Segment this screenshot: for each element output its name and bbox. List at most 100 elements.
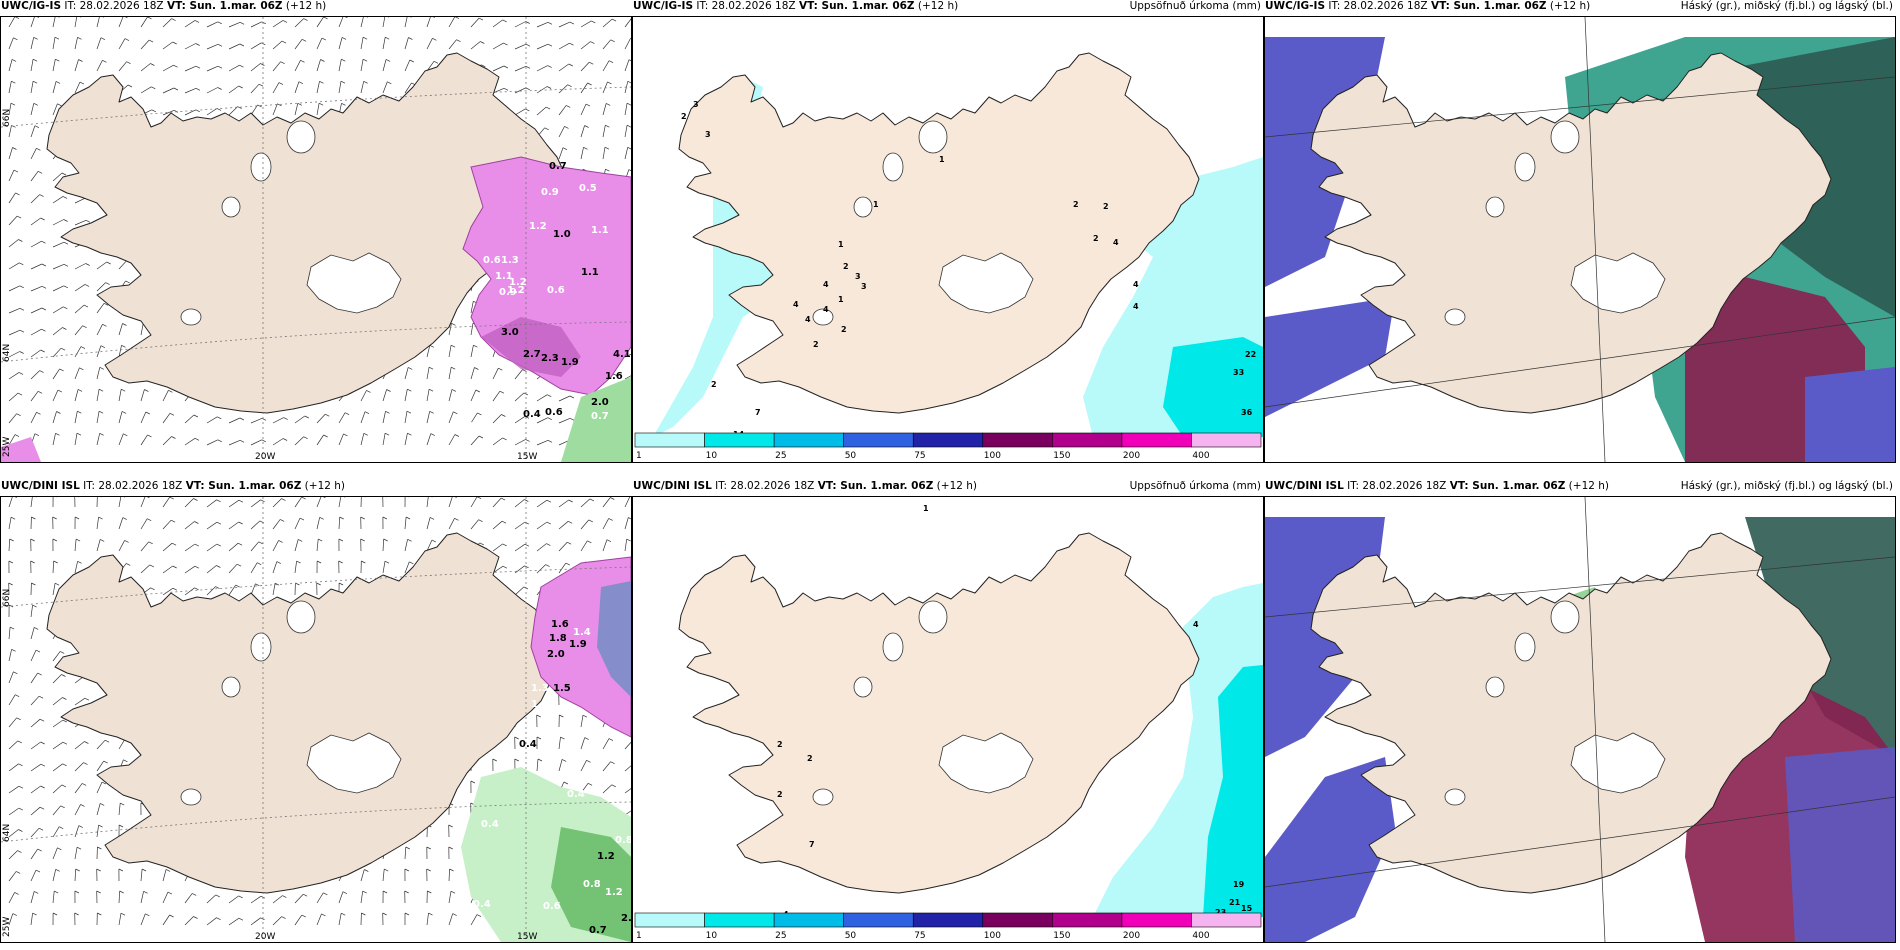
wind-barb-flag (149, 564, 154, 568)
wind-barb (470, 435, 480, 446)
precip-amount-label: 2 (807, 754, 813, 763)
colorbar-tick-label: 25 (775, 931, 786, 941)
wind-barb (228, 85, 239, 94)
wind-barb (514, 565, 525, 574)
wind-barb-flag (301, 914, 306, 918)
wind-barb-flag (569, 42, 574, 46)
wind-barb (338, 891, 344, 904)
wind-barb-flag (75, 868, 80, 872)
wind-barb-flag (96, 868, 101, 872)
freezing-level-label: 1.6 (551, 619, 569, 630)
wind-barb-flag (610, 497, 615, 500)
glacier-outline (1514, 152, 1536, 182)
wind-barb-flag (408, 367, 413, 370)
freezing-level-label: 0.7 (589, 925, 607, 936)
wind-barb-flag (193, 916, 198, 919)
wind-barb (404, 82, 412, 94)
wind-barb-flag (522, 369, 527, 372)
colorbar-swatch (1191, 912, 1262, 928)
wind-barb-flag (76, 846, 82, 850)
precip-amount-label: 2 (711, 380, 717, 389)
wind-barb (382, 37, 386, 50)
wind-barb-flag (30, 538, 35, 542)
glacier-outline (938, 732, 1034, 794)
wind-barb-flag (14, 434, 20, 437)
iceland-outline (678, 532, 1200, 894)
wind-barb-flag (171, 542, 177, 546)
wind-barb-flag (536, 714, 541, 718)
wind-barb (118, 61, 127, 72)
wind-barb-flag (608, 738, 614, 741)
wind-barb-flag (84, 741, 89, 744)
wind-barb-flag (498, 367, 503, 371)
freezing-level-label: 0.8 (583, 879, 601, 890)
lat-line (1265, 76, 1895, 138)
wind-barb (8, 103, 12, 116)
wind-barb-flag (606, 539, 612, 543)
wind-barb-flag (606, 103, 611, 106)
wind-barb (184, 587, 195, 596)
wind-barb (184, 893, 193, 904)
wind-barb (118, 38, 126, 50)
wind-barb (448, 323, 452, 336)
wind-barb-flag (298, 81, 304, 85)
lead-time: (+12 h) (1549, 0, 1591, 12)
low-cloud-area-se (1785, 747, 1895, 942)
precip-colorbar: 1 10 25 50 75 100 150 200 400 (634, 912, 1262, 941)
precip-amount-label: 2 (813, 340, 819, 349)
wind-barb-flag (122, 517, 127, 520)
precip-panel-dini: UWC/DINI ISL IT: 28.02.2026 18Z VT: Sun.… (632, 480, 1264, 943)
wind-barb-flag (238, 521, 243, 525)
freezing-level-label: 0.7 (591, 411, 609, 422)
wind-barb (228, 499, 240, 508)
wind-barb-flag (473, 344, 478, 348)
wind-barb (580, 498, 591, 508)
wind-barb-flag (217, 87, 222, 90)
wind-barb-flag (121, 344, 126, 348)
wind-barb (470, 519, 479, 530)
wind-barb (382, 869, 385, 882)
wind-barb-flag (384, 868, 389, 872)
wind-barb (580, 147, 584, 160)
wind-barb (8, 169, 15, 182)
wind-barb (624, 810, 631, 816)
lon-line (1584, 17, 1606, 462)
precip-medium-area (1163, 337, 1263, 437)
wind-barb (272, 519, 281, 530)
glacier-outline (882, 152, 904, 182)
wind-barb-flag (52, 516, 57, 520)
wind-barb (470, 367, 475, 380)
wind-barb (96, 803, 101, 816)
wind-barb (602, 18, 613, 28)
lead-time: (+12 h) (936, 480, 978, 492)
colorbar-swatch (1121, 432, 1192, 448)
wind-barb-flag (33, 36, 38, 40)
wind-barb (96, 411, 100, 424)
wind-barb (228, 106, 238, 116)
wind-barb (52, 368, 60, 380)
wind-barb-flag (216, 543, 221, 547)
wind-barb-flag (590, 41, 595, 44)
wind-barb (30, 328, 42, 336)
lat-64-line (1, 801, 631, 843)
wind-barb-flag (405, 516, 411, 520)
wind-barb-flag (35, 649, 41, 653)
wind-barb-flag (60, 651, 65, 654)
colorbar-swatch (982, 432, 1053, 448)
wind-barb (8, 740, 19, 750)
wind-barb (52, 327, 63, 336)
wind-barb-flag (10, 516, 16, 520)
wind-barb-flag (628, 517, 631, 520)
wind-barb-flag (319, 516, 324, 520)
lat-66-label: 66N (2, 589, 12, 607)
wind-barb (426, 539, 433, 552)
wind-barb-flag (192, 893, 197, 896)
wind-barb-flag (85, 263, 90, 266)
wind-barb (228, 542, 239, 552)
wind-barb (602, 60, 610, 72)
precip-colorbar: 1 10 25 50 75 100 150 200 400 (634, 432, 1262, 461)
wind-barb-flag (18, 372, 24, 375)
wind-barb-flag (503, 42, 508, 46)
wind-barb-flag (41, 328, 46, 332)
wind-barb-flag (102, 59, 107, 63)
